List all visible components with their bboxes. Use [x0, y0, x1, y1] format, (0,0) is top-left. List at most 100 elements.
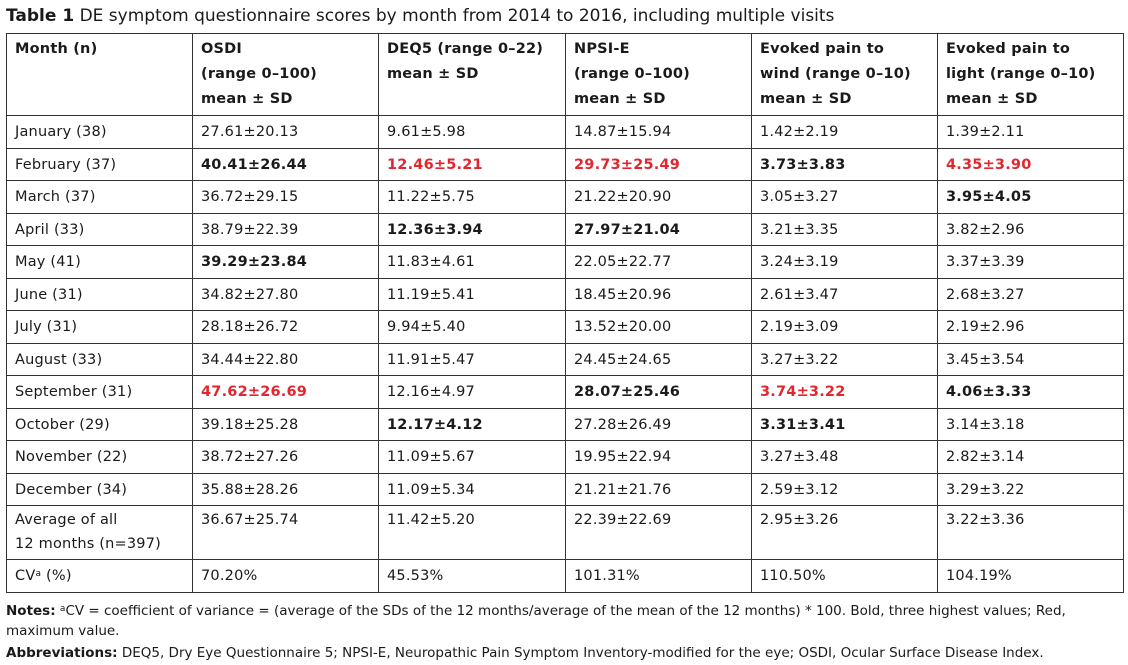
value-cell: 3.37±3.39 — [937, 245, 1124, 279]
column-header-line: (range 0–100) — [574, 66, 690, 82]
column-header-line: mean ± SD — [201, 91, 293, 107]
value-cell: 27.61±20.13 — [192, 115, 379, 149]
value-cell: 3.21±3.35 — [751, 212, 938, 246]
value-cell: 35.88±28.26 — [192, 472, 379, 506]
average-label-line2: 12 months (n=397) — [15, 536, 162, 552]
table-row: September (31) 47.62±26.69 12.16±4.97 28.07… — [6, 375, 1124, 409]
column-header: Month (n) — [6, 33, 193, 116]
table-row: June (31) 34.82±27.80 11.19±5.41 18.45±20.9… — [6, 277, 1124, 311]
value-cell: 36.72±29.15 — [192, 180, 379, 214]
column-header-line: light (range 0–10) — [946, 66, 1096, 82]
column-header-line: mean ± SD — [387, 66, 479, 82]
value-cell: 39.18±25.28 — [192, 407, 379, 441]
value-cell: 34.44±22.80 — [192, 342, 379, 376]
month-cell: April (33) — [6, 212, 193, 246]
table-notes: Notes: aCV = coefficient of variance = (… — [6, 601, 1122, 641]
average-label-line1: Average of all — [15, 512, 118, 528]
table-label: Table 1 — [6, 6, 75, 26]
value-cell: 47.62±26.69 — [192, 375, 379, 409]
value-cell: 21.21±21.76 — [565, 472, 752, 506]
cv-label-suffix: (%) — [41, 568, 72, 584]
value-cell: 3.14±3.18 — [937, 407, 1124, 441]
value-cell: 2.59±3.12 — [751, 472, 938, 506]
table-row: October (29) 39.18±25.28 12.17±4.12 27.28±2… — [6, 407, 1124, 441]
value-cell: 3.45±3.54 — [937, 342, 1124, 376]
value-cell: 28.07±25.46 — [565, 375, 752, 409]
value-cell: 3.24±3.19 — [751, 245, 938, 279]
value-cell: 13.52±20.00 — [565, 310, 752, 344]
value-cell: 2.82±3.14 — [937, 440, 1124, 474]
column-header-line: Evoked pain to — [946, 41, 1071, 57]
value-cell: 12.36±3.94 — [378, 212, 566, 246]
column-header: OSDI (range 0–100) mean ± SD — [192, 33, 379, 116]
cv-value-cell: 45.53% — [378, 559, 566, 593]
header-row: Month (n) OSDI (range 0–100) mean ± SD DEQ5 … — [6, 33, 1124, 116]
value-cell: 40.41±26.44 — [192, 147, 379, 181]
table-row: July (31) 28.18±26.72 9.94±5.40 13.52±20.00… — [6, 310, 1124, 344]
table-title: DE symptom questionnaire scores by month… — [79, 6, 835, 26]
average-value-cell: 11.42±5.20 — [378, 505, 566, 560]
column-header: Evoked pain to wind (range 0–10) mean ± SD — [751, 33, 938, 116]
value-cell: 3.27±3.22 — [751, 342, 938, 376]
value-cell: 24.45±24.65 — [565, 342, 752, 376]
abbreviations: Abbreviations: DEQ5, Dry Eye Questionnai… — [6, 643, 1122, 663]
average-value-cell: 22.39±22.69 — [565, 505, 752, 560]
table-row: February (37) 40.41±26.44 12.46±5.21 29.73±… — [6, 147, 1124, 181]
abbreviations-text: DEQ5, Dry Eye Questionnaire 5; NPSI-E, N… — [121, 645, 1044, 661]
month-cell: September (31) — [6, 375, 193, 409]
value-cell: 3.27±3.48 — [751, 440, 938, 474]
value-cell: 38.79±22.39 — [192, 212, 379, 246]
month-cell: November (22) — [6, 440, 193, 474]
value-cell: 11.09±5.34 — [378, 472, 566, 506]
table-row: December (34) 35.88±28.26 11.09±5.34 21.21±… — [6, 472, 1124, 506]
value-cell: 11.91±5.47 — [378, 342, 566, 376]
month-cell: July (31) — [6, 310, 193, 344]
column-header-line: mean ± SD — [574, 91, 666, 107]
cv-value-cell: 70.20% — [192, 559, 379, 593]
table-caption: Table 1 DE symptom questionnaire scores … — [6, 4, 1122, 28]
average-row: Average of all 12 months (n=397) 36.67±25.… — [6, 505, 1124, 560]
value-cell: 1.39±2.11 — [937, 115, 1124, 149]
value-cell: 29.73±25.49 — [565, 147, 752, 181]
table-row: November (22) 38.72±27.26 11.09±5.67 19.95±… — [6, 440, 1124, 474]
value-cell: 12.46±5.21 — [378, 147, 566, 181]
cv-value-cell: 110.50% — [751, 559, 938, 593]
cv-label-sup: a — [35, 569, 42, 579]
average-value-cell: 36.67±25.74 — [192, 505, 379, 560]
column-header: Evoked pain to light (range 0–10) mean ± S… — [937, 33, 1124, 116]
average-value-cell: 3.22±3.36 — [937, 505, 1124, 560]
column-header-line: (range 0–100) — [201, 66, 317, 82]
notes-sup: a — [59, 604, 66, 614]
value-cell: 3.31±3.41 — [751, 407, 938, 441]
value-cell: 3.74±3.22 — [751, 375, 938, 409]
symptom-scores-table: Month (n) OSDI (range 0–100) mean ± SD DEQ5 … — [6, 33, 1124, 593]
value-cell: 9.61±5.98 — [378, 115, 566, 149]
value-cell: 1.42±2.19 — [751, 115, 938, 149]
value-cell: 28.18±26.72 — [192, 310, 379, 344]
table-row: January (38) 27.61±20.13 9.61±5.98 14.87±15… — [6, 115, 1124, 149]
value-cell: 11.09±5.67 — [378, 440, 566, 474]
average-value-cell: 2.95±3.26 — [751, 505, 938, 560]
month-cell: February (37) — [6, 147, 193, 181]
value-cell: 12.17±4.12 — [378, 407, 566, 441]
value-cell: 3.29±3.22 — [937, 472, 1124, 506]
value-cell: 2.19±3.09 — [751, 310, 938, 344]
month-cell: March (37) — [6, 180, 193, 214]
value-cell: 19.95±22.94 — [565, 440, 752, 474]
cv-value-cell: 101.31% — [565, 559, 752, 593]
average-label-cell: Average of all 12 months (n=397) — [6, 505, 193, 560]
value-cell: 39.29±23.84 — [192, 245, 379, 279]
column-header-line: OSDI — [201, 41, 243, 57]
column-header: NPSI-E (range 0–100) mean ± SD — [565, 33, 752, 116]
value-cell: 4.35±3.90 — [937, 147, 1124, 181]
value-cell: 4.06±3.33 — [937, 375, 1124, 409]
month-cell: January (38) — [6, 115, 193, 149]
value-cell: 3.05±3.27 — [751, 180, 938, 214]
value-cell: 27.28±26.49 — [565, 407, 752, 441]
column-header-line: Evoked pain to — [760, 41, 885, 57]
table-row: May (41) 39.29±23.84 11.83±4.61 22.05±22.77… — [6, 245, 1124, 279]
value-cell: 38.72±27.26 — [192, 440, 379, 474]
table-row: August (33) 34.44±22.80 11.91±5.47 24.45±24… — [6, 342, 1124, 376]
value-cell: 11.83±4.61 — [378, 245, 566, 279]
cv-label-cell: CVa (%) — [6, 559, 193, 593]
